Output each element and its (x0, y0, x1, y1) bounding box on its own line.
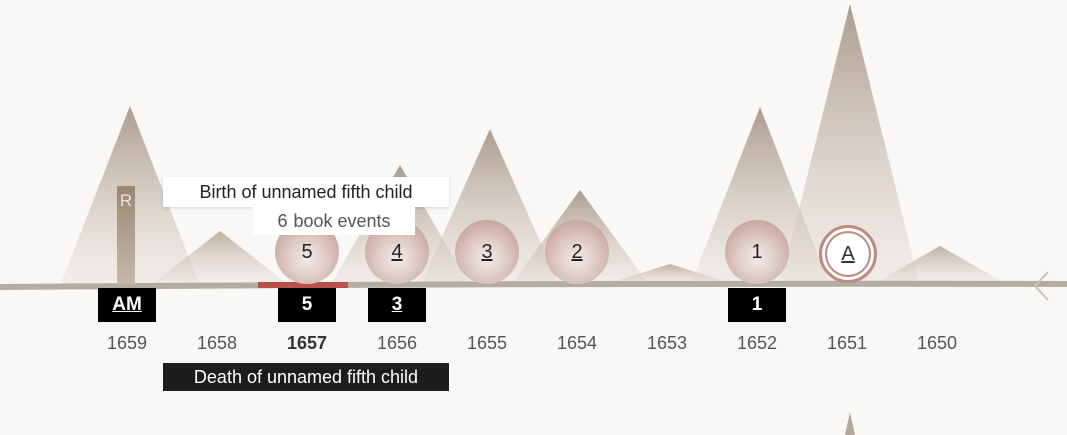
year-label[interactable]: 1656 (376, 333, 418, 353)
year-label[interactable]: 1658 (196, 333, 238, 353)
death-event-label[interactable]: Death of unnamed fifth child (163, 363, 449, 391)
event-bubble-1[interactable]: 1 (725, 220, 789, 284)
event-marker-1[interactable]: 1 (728, 288, 786, 322)
timeline-axis (0, 280, 1067, 290)
event-marker-5[interactable]: 5 (278, 288, 336, 322)
residence-bar[interactable] (117, 186, 135, 284)
chevron-left-icon[interactable] (1030, 268, 1054, 304)
bubble-count: 3 (481, 240, 493, 263)
event-marker-am[interactable]: AM (98, 288, 156, 322)
marker-label: 1 (751, 294, 763, 315)
bubble-count: 1 (751, 240, 763, 263)
year-label[interactable]: 1653 (646, 333, 688, 353)
year-label[interactable]: 1654 (556, 333, 598, 353)
event-count: 6 (277, 210, 288, 231)
bubble-count: 4 (391, 240, 403, 263)
bubble-count: 2 (571, 240, 583, 263)
year-label[interactable]: 1651 (826, 333, 868, 353)
event-bubble-3[interactable]: 3 (455, 220, 519, 284)
event-marker-3[interactable]: 3 (368, 288, 426, 322)
year-label[interactable]: 1655 (466, 333, 508, 353)
year-label[interactable]: 1652 (736, 333, 778, 353)
residence-label: R (119, 191, 133, 210)
mountain-peak (845, 412, 855, 435)
marker-label: AM (112, 294, 142, 315)
year-label[interactable]: 1650 (916, 333, 958, 353)
marker-label: 5 (301, 294, 313, 315)
mountain-peak (870, 246, 1010, 286)
mountain-peak (150, 231, 290, 286)
event-bubble-2[interactable]: 2 (545, 220, 609, 284)
tooltip-title: Birth of unnamed fifth child (163, 177, 449, 207)
mountain-peak (780, 4, 920, 286)
active-year-marker (258, 282, 348, 288)
event-bubble-A[interactable]: A (819, 225, 877, 283)
bubble-count: 5 (301, 240, 313, 263)
event-count-label: book events (293, 210, 391, 231)
marker-label: 3 (391, 294, 403, 315)
year-label[interactable]: 1659 (106, 333, 148, 353)
tooltip-count: 6 book events (253, 207, 415, 235)
bubble-letter: A (841, 242, 855, 265)
year-label-active[interactable]: 1657 (286, 333, 328, 353)
